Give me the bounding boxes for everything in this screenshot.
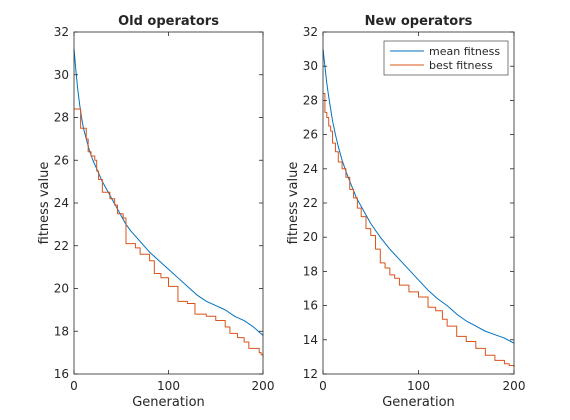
chart-1: 0 100 200 16 18 20 22 24 26 28 30 32 Old operators Ge… bbox=[37, 14, 274, 410]
series-line-mean bbox=[73, 49, 264, 336]
y-tick-label: 24 bbox=[303, 162, 318, 176]
y-tick-label: 20 bbox=[54, 282, 69, 296]
x-tick-label: 0 bbox=[319, 379, 327, 393]
y-tick-label: 32 bbox=[54, 25, 69, 39]
y-tick-label: 24 bbox=[54, 196, 69, 210]
x-tick-label: 200 bbox=[503, 379, 526, 393]
y-axis-label: fitness value bbox=[37, 162, 52, 245]
x-tick-label: 100 bbox=[157, 379, 180, 393]
y-tick-label: 22 bbox=[303, 196, 318, 210]
y-tick-label: 22 bbox=[54, 239, 69, 253]
y-tick-label: 16 bbox=[303, 299, 318, 313]
x-tick-label: 200 bbox=[252, 379, 275, 393]
y-tick-label: 20 bbox=[303, 230, 318, 244]
y-tick-label: 26 bbox=[54, 153, 69, 167]
series-line-best bbox=[74, 108, 264, 357]
legend-entry-1: mean fitness bbox=[429, 45, 500, 58]
chart-title: New operators bbox=[365, 14, 473, 29]
y-tick-label: 30 bbox=[303, 59, 318, 73]
y-axis-label: fitness value bbox=[286, 162, 301, 245]
y-tick-label: 26 bbox=[303, 128, 318, 142]
plot-area bbox=[74, 32, 263, 374]
chart-title: Old operators bbox=[118, 14, 219, 29]
series-line-best-fitness bbox=[323, 93, 515, 368]
series-line-mean-fitness bbox=[322, 49, 515, 344]
chart-2: 0 100 200 12 14 16 18 20 22 24 26 28 30 32 New operato… bbox=[286, 14, 525, 410]
y-tick-label: 18 bbox=[303, 264, 318, 278]
x-tick-label: 0 bbox=[70, 379, 78, 393]
y-tick-label: 28 bbox=[303, 93, 318, 107]
y-tick-label: 30 bbox=[54, 68, 69, 82]
plot-area bbox=[323, 32, 514, 374]
legend-entry-2: best fitness bbox=[429, 59, 493, 72]
x-tick-label: 100 bbox=[407, 379, 430, 393]
y-tick-label: 14 bbox=[303, 333, 318, 347]
y-tick-label: 12 bbox=[303, 367, 318, 381]
legend-box bbox=[383, 40, 509, 76]
y-tick-label: 28 bbox=[54, 111, 69, 125]
y-tick-label: 18 bbox=[54, 324, 69, 338]
y-tick-label: 32 bbox=[303, 25, 318, 39]
x-axis-label: Generation bbox=[382, 395, 455, 410]
y-tick-label: 16 bbox=[54, 367, 69, 381]
x-axis-label: Generation bbox=[132, 395, 205, 410]
